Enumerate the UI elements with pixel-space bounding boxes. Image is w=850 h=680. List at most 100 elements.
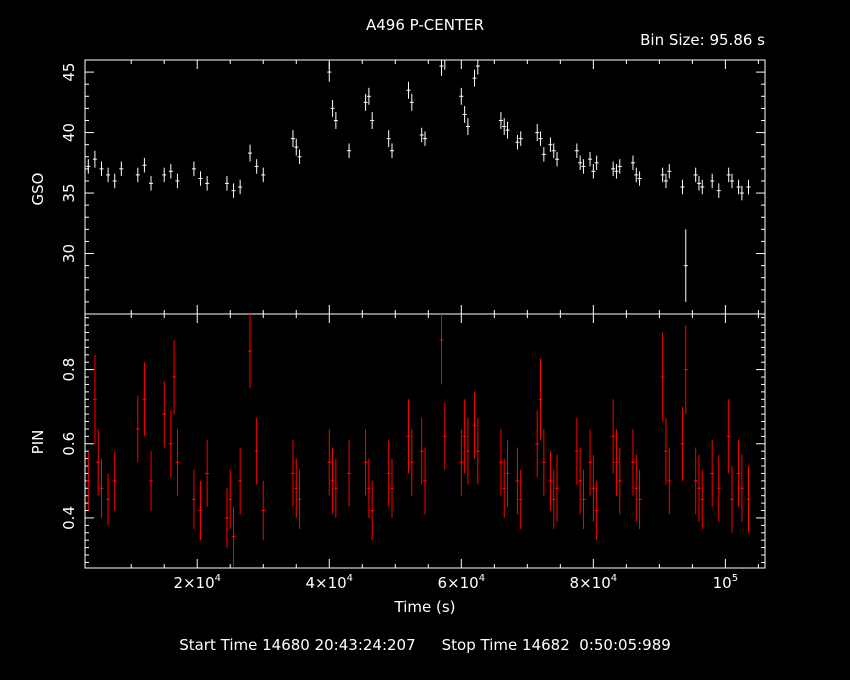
pin-data-point xyxy=(106,473,111,526)
gso-data-point xyxy=(588,151,593,167)
gso-data-point xyxy=(370,112,375,129)
gso-data-point xyxy=(224,176,229,191)
gso-data-point xyxy=(191,161,196,177)
gso-data-point xyxy=(162,167,167,183)
gso-data-point xyxy=(594,155,599,171)
gso-data-point xyxy=(700,179,705,195)
gso-data-point xyxy=(591,164,596,179)
pin-data-point xyxy=(370,480,375,541)
start-time-label: Start Time xyxy=(179,636,258,654)
pin-data-point xyxy=(248,314,253,389)
pin-data-point xyxy=(700,469,705,530)
gso-data-point xyxy=(290,130,295,148)
pin-data-point xyxy=(667,447,672,515)
gso-data-point xyxy=(475,60,480,75)
pin-data-point xyxy=(663,417,668,485)
pin-data-point xyxy=(168,410,173,478)
pin-data-point xyxy=(574,417,579,485)
pin-data-point xyxy=(551,469,556,530)
gso-data-point xyxy=(106,167,111,183)
gso-ytick-label: 30 xyxy=(60,244,78,263)
gso-data-point xyxy=(86,159,91,174)
gso-data-point xyxy=(660,167,665,183)
pin-data-point xyxy=(162,380,167,448)
gso-data-point xyxy=(551,143,556,158)
pin-axis-label: PIN xyxy=(29,430,47,455)
pin-data-point xyxy=(442,402,447,470)
pin-data-point xyxy=(135,395,140,463)
gso-data-point xyxy=(710,173,715,189)
pin-data-point xyxy=(594,480,599,541)
pin-data-point xyxy=(330,447,335,515)
gso-data-point xyxy=(726,167,731,183)
gso-data-point xyxy=(693,167,698,183)
gso-data-point xyxy=(389,143,394,158)
gso-data-point xyxy=(294,138,299,156)
pin-data-point xyxy=(86,451,91,511)
pin-data-point xyxy=(710,440,715,507)
pin-data-point xyxy=(465,417,470,485)
pin-data-point xyxy=(99,458,104,518)
pin-data-point xyxy=(175,428,180,496)
pin-data-point xyxy=(716,454,721,522)
gso-data-point xyxy=(614,164,619,179)
pin-data-point xyxy=(92,354,97,444)
pin-data-point xyxy=(726,399,731,474)
gso-data-point xyxy=(135,167,140,183)
gso-data-point xyxy=(459,87,464,105)
gso-data-point xyxy=(729,173,734,189)
pin-data-point xyxy=(205,440,210,507)
gso-data-point xyxy=(327,62,332,82)
pin-ytick-label: 0.8 xyxy=(60,358,78,382)
pin-data-point xyxy=(290,440,295,507)
pin-data-point xyxy=(611,399,616,474)
pin-data-point xyxy=(149,451,154,511)
pin-frame xyxy=(84,313,766,569)
pin-data-point xyxy=(535,410,540,478)
chart-title: A496 P-CENTER xyxy=(366,16,484,34)
pin-data-point xyxy=(366,458,371,518)
bin-size-label: Bin Size: 95.86 s xyxy=(640,31,765,49)
start-time-value: 14680 20:43:24:207 xyxy=(262,636,416,654)
gso-data-point xyxy=(574,143,579,158)
stop-time-value: 14682 0:50:05:989 xyxy=(522,636,671,654)
gso-data-point xyxy=(535,124,540,142)
pin-data-point xyxy=(548,451,553,511)
gso-data-point xyxy=(716,183,721,198)
gso-panel: 30 35 40 45 xyxy=(60,59,766,315)
gso-frame xyxy=(84,59,766,315)
gso-data-point xyxy=(472,69,477,87)
pin-data-point xyxy=(294,458,299,518)
pin-data-point xyxy=(581,469,586,530)
gso-data-point xyxy=(505,121,510,139)
pin-data-point xyxy=(363,428,368,496)
gso-data-point xyxy=(406,81,411,99)
time-xtick-label: 2×104 xyxy=(173,573,221,592)
gso-data-point xyxy=(502,118,507,135)
gso-data-point xyxy=(419,127,424,143)
gso-data-point xyxy=(409,93,414,111)
gso-data-point xyxy=(462,105,467,123)
pin-data-point xyxy=(112,451,117,511)
gso-data-point xyxy=(248,144,253,162)
gso-data-point xyxy=(261,167,266,183)
gso-data-point xyxy=(663,173,668,189)
gso-data-point xyxy=(465,118,470,135)
pin-data-point xyxy=(142,362,147,437)
gso-data-point xyxy=(630,155,635,171)
gso-data-point xyxy=(515,134,520,150)
gso-data-point xyxy=(386,130,391,148)
pin-data-point xyxy=(238,447,243,515)
pin-data-point xyxy=(191,469,196,530)
gso-data-point xyxy=(611,161,616,177)
pin-data-point xyxy=(462,399,467,474)
time-axis-label: Time (s) xyxy=(394,598,456,616)
pin-panel: 0.4 0.6 0.8 2×104 4×104 6×104 8×104 105 xyxy=(60,313,766,592)
pin-data-point xyxy=(498,428,503,496)
gso-data-point xyxy=(198,171,203,186)
gso-data-point xyxy=(739,185,744,201)
pin-data-point xyxy=(261,480,266,541)
gso-data-point xyxy=(149,176,154,191)
gso-data-point xyxy=(347,143,352,158)
pin-ytick-label: 0.4 xyxy=(60,506,78,530)
